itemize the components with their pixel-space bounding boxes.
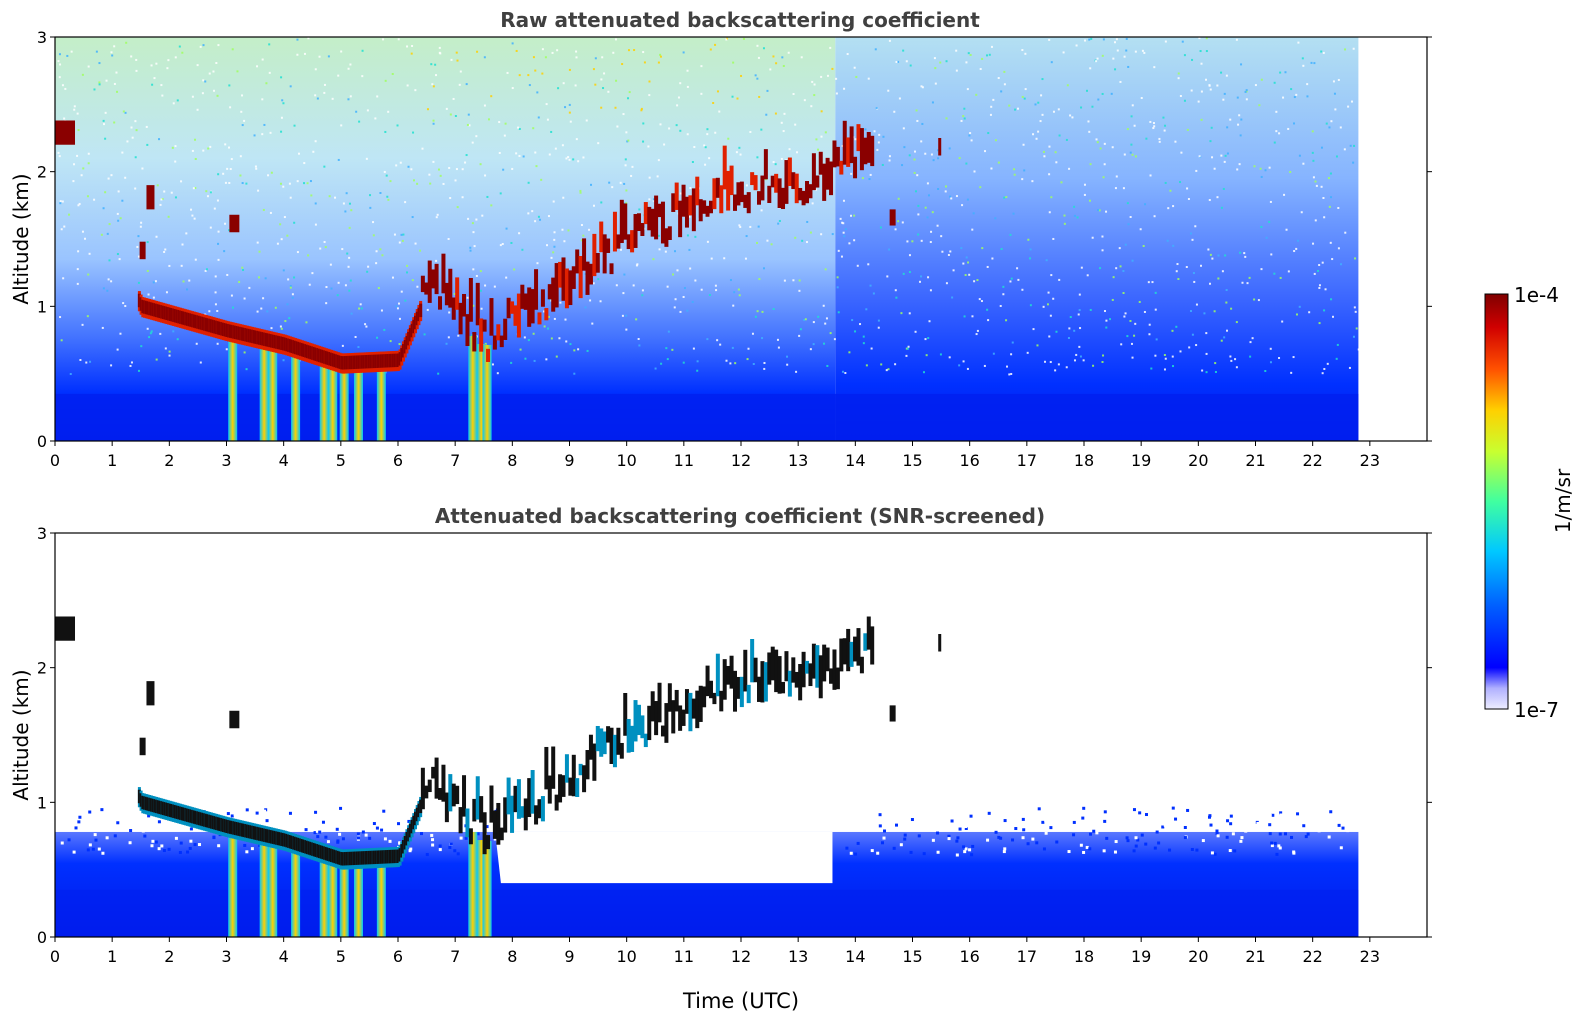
y-axis-ticks-raw: 0 1 2 3 xyxy=(37,28,1432,451)
y-axis-label-raw: Altitude (km) xyxy=(9,173,33,304)
x-tick-label: 17 xyxy=(1017,947,1037,966)
x-tick-label: 20 xyxy=(1188,451,1208,470)
cloud-layer xyxy=(55,120,942,374)
colorbar-max-label: 1e-4 xyxy=(1514,283,1559,307)
plot-area-snr xyxy=(55,616,1359,937)
x-tick-label: 2 xyxy=(164,451,174,470)
y-tick-label: 3 xyxy=(37,524,47,543)
y-tick-label: 0 xyxy=(37,432,47,451)
screened-gap xyxy=(495,831,833,884)
x-tick-label: 0 xyxy=(50,947,60,966)
x-tick-label: 5 xyxy=(336,947,346,966)
cloud-layer xyxy=(55,616,942,870)
x-axis-label-time: Time (UTC) xyxy=(682,989,799,1013)
x-tick-label: 16 xyxy=(959,947,979,966)
x-tick-label: 0 xyxy=(50,451,60,470)
colorbar-gradient xyxy=(1484,293,1509,710)
x-tick-label: 16 xyxy=(959,451,979,470)
x-tick-label: 14 xyxy=(845,451,865,470)
x-tick-label: 10 xyxy=(616,451,636,470)
x-tick-label: 13 xyxy=(788,947,808,966)
x-tick-label: 1 xyxy=(107,451,117,470)
colorbar-unit-label: 1/m/sr xyxy=(1551,468,1575,533)
noise-speckle xyxy=(57,37,1360,376)
x-tick-label: 9 xyxy=(564,451,574,470)
x-tick-label: 2 xyxy=(164,947,174,966)
x-tick-label: 21 xyxy=(1245,947,1265,966)
x-tick-label: 23 xyxy=(1360,947,1380,966)
surface-band xyxy=(55,393,1359,441)
x-tick-label: 20 xyxy=(1188,947,1208,966)
x-tick-label: 11 xyxy=(674,947,694,966)
colorbar-min-label: 1e-7 xyxy=(1514,698,1559,722)
surface-band xyxy=(55,889,1359,937)
x-tick-label: 8 xyxy=(507,947,517,966)
x-tick-label: 22 xyxy=(1302,451,1322,470)
y-tick-label: 1 xyxy=(37,297,47,316)
x-tick-label: 19 xyxy=(1131,451,1151,470)
x-tick-label: 18 xyxy=(1074,451,1094,470)
x-tick-label: 10 xyxy=(616,947,636,966)
x-axis-ticks-snr: 0 1 2 3 4 5 6 7 8 9 10 11 12 13 14 15 16 17 18 19 20 21 22 23 xyxy=(50,937,1380,966)
x-tick-label: 15 xyxy=(902,451,922,470)
y-axis-label-snr: Altitude (km) xyxy=(9,669,33,800)
raw-field-left xyxy=(55,37,836,441)
x-tick-label: 15 xyxy=(902,947,922,966)
x-tick-label: 6 xyxy=(393,947,403,966)
pbl-edge-speckle xyxy=(60,806,1350,857)
chart-title-raw: Raw attenuated backscattering coefficien… xyxy=(500,8,980,32)
x-tick-label: 13 xyxy=(788,451,808,470)
x-tick-label: 12 xyxy=(731,947,751,966)
x-tick-label: 4 xyxy=(279,451,289,470)
y-tick-label: 2 xyxy=(37,659,47,678)
raw-field-right xyxy=(835,37,1359,441)
x-tick-label: 21 xyxy=(1245,451,1265,470)
x-tick-label: 4 xyxy=(279,947,289,966)
x-tick-label: 7 xyxy=(450,947,460,966)
y-tick-label: 3 xyxy=(37,28,47,47)
y-tick-label: 2 xyxy=(37,163,47,182)
x-tick-label: 18 xyxy=(1074,947,1094,966)
y-tick-label: 0 xyxy=(37,928,47,947)
x-tick-label: 17 xyxy=(1017,451,1037,470)
x-tick-label: 5 xyxy=(336,451,346,470)
x-axis-ticks-raw: 0 1 2 3 4 5 6 7 8 9 10 11 12 13 14 15 16 17 18 19 20 21 22 23 xyxy=(50,441,1380,470)
x-tick-label: 23 xyxy=(1360,451,1380,470)
x-tick-label: 14 xyxy=(845,947,865,966)
plot-area-raw xyxy=(55,37,1360,441)
x-tick-label: 22 xyxy=(1302,947,1322,966)
x-tick-label: 3 xyxy=(221,947,231,966)
y-tick-label: 1 xyxy=(37,793,47,812)
x-tick-label: 7 xyxy=(450,451,460,470)
chart-title-snr: Attenuated backscattering coefficient (S… xyxy=(435,504,1045,528)
y-axis-ticks-snr: 0 1 2 3 xyxy=(37,524,1432,947)
x-tick-label: 1 xyxy=(107,947,117,966)
x-tick-label: 12 xyxy=(731,451,751,470)
x-tick-label: 19 xyxy=(1131,947,1151,966)
x-tick-label: 3 xyxy=(221,451,231,470)
x-tick-label: 9 xyxy=(564,947,574,966)
x-tick-label: 11 xyxy=(674,451,694,470)
colorbar: 1e-4 1e-7 1/m/sr xyxy=(1484,283,1575,722)
panel-snr-screened: Attenuated backscattering coefficient (S… xyxy=(9,504,1432,1013)
x-tick-label: 6 xyxy=(393,451,403,470)
x-tick-label: 8 xyxy=(507,451,517,470)
fall-streaks xyxy=(228,827,492,937)
panel-raw-backscatter: Raw attenuated backscattering coefficien… xyxy=(9,8,1432,470)
fall-streaks xyxy=(228,331,492,441)
